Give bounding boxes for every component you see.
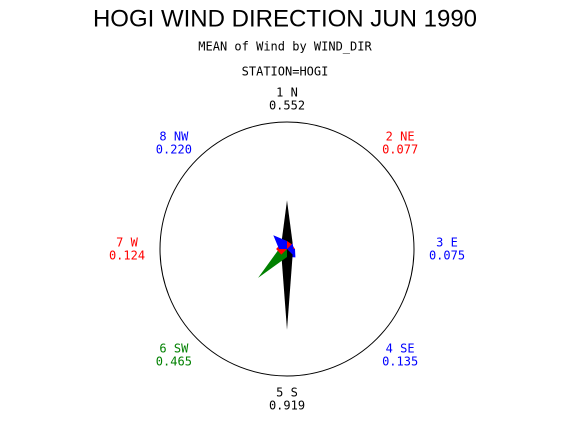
station-label: STATION=HOGI: [242, 65, 329, 79]
direction-kite: [281, 200, 293, 249]
direction-label: 2 NE: [386, 129, 415, 143]
direction-label: 8 NW: [159, 129, 189, 143]
direction-label: 7 W: [116, 236, 138, 250]
direction-kite: [258, 249, 287, 278]
value-label: 0.220: [156, 142, 192, 156]
value-label: 0.077: [382, 142, 418, 156]
direction-label: 3 E: [436, 236, 458, 250]
direction-kite: [273, 235, 287, 249]
value-label: 0.124: [109, 249, 145, 263]
value-label: 0.465: [156, 355, 192, 369]
value-label: 0.552: [269, 99, 305, 113]
direction-label: 5 S: [276, 386, 298, 400]
value-label: 0.075: [429, 249, 465, 263]
chart-title: HOGI WIND DIRECTION JUN 1990: [93, 5, 477, 32]
value-label: 0.135: [382, 355, 418, 369]
direction-label: 6 SW: [159, 342, 189, 356]
outer-circle: [159, 121, 415, 377]
value-label: 0.919: [269, 399, 305, 413]
direction-label: 1 N: [276, 86, 298, 100]
direction-kite: [281, 249, 293, 330]
chart-subtitle: MEAN of Wind by WIND_DIR: [198, 40, 372, 54]
direction-label: 4 SE: [386, 342, 415, 356]
